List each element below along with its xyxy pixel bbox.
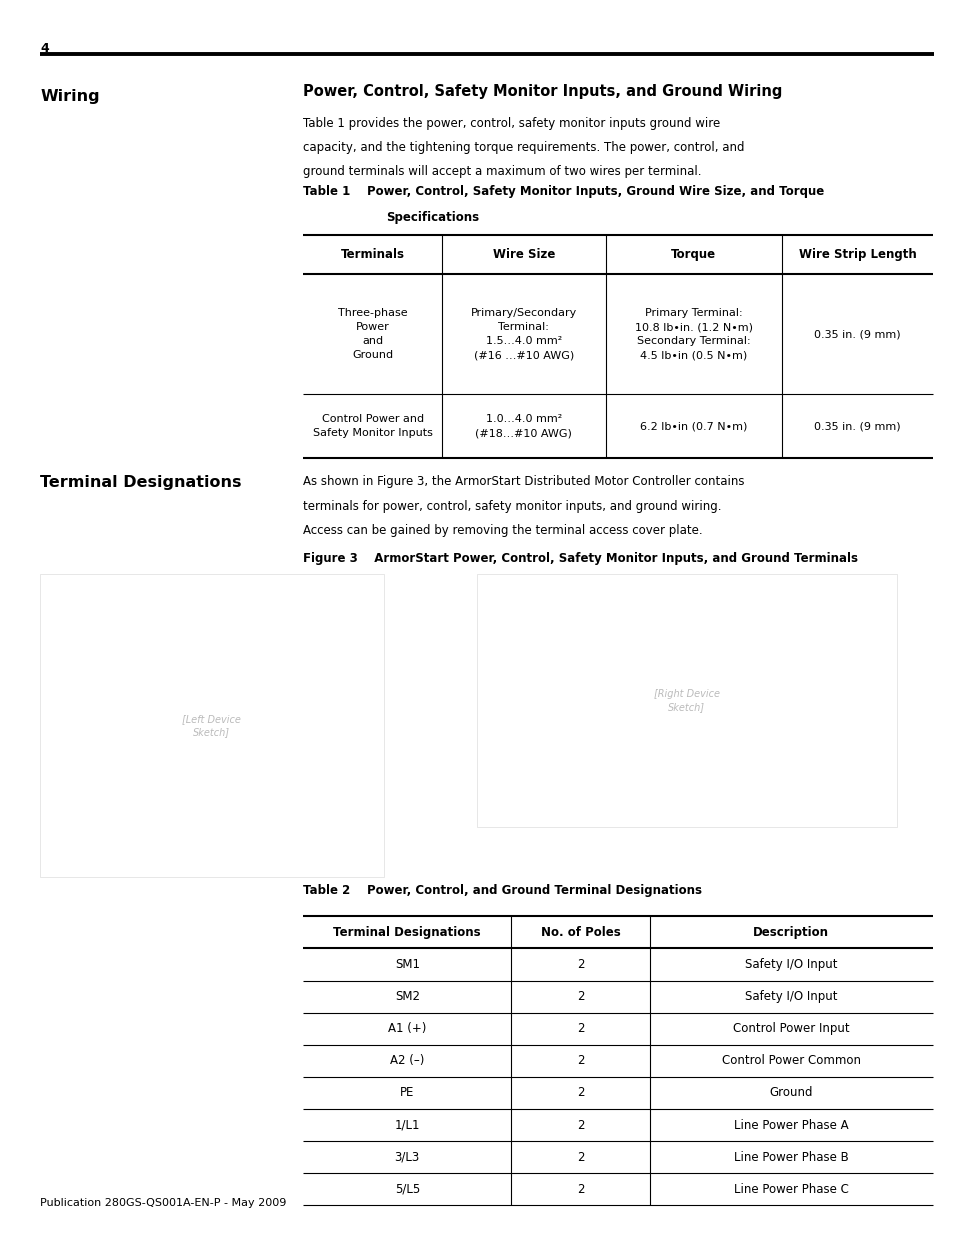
- Text: 1.0…4.0 mm²
(#18…#10 AWG): 1.0…4.0 mm² (#18…#10 AWG): [475, 414, 572, 438]
- Text: SM1: SM1: [395, 958, 419, 971]
- Text: Wire Size: Wire Size: [492, 248, 555, 261]
- Text: PE: PE: [399, 1087, 414, 1099]
- Text: 2: 2: [576, 1183, 583, 1195]
- Text: 2: 2: [576, 1023, 583, 1035]
- Text: Primary/Secondary
Terminal:
1.5…4.0 mm²
(#16 …#10 AWG): Primary/Secondary Terminal: 1.5…4.0 mm² …: [470, 308, 577, 361]
- Text: Table 2: Table 2: [303, 884, 351, 898]
- Text: Terminals: Terminals: [340, 248, 404, 261]
- Text: 0.35 in. (9 mm): 0.35 in. (9 mm): [813, 329, 900, 340]
- Text: Primary Terminal:
10.8 lb•in. (1.2 N•m)
Secondary Terminal:
4.5 lb•in (0.5 N•m): Primary Terminal: 10.8 lb•in. (1.2 N•m) …: [634, 308, 752, 361]
- Text: A2 (–): A2 (–): [390, 1055, 424, 1067]
- Text: Three-phase
Power
and
Ground: Three-phase Power and Ground: [337, 308, 407, 361]
- Text: Line Power Phase C: Line Power Phase C: [733, 1183, 848, 1195]
- Text: Terminal Designations: Terminal Designations: [40, 475, 241, 490]
- Text: No. of Poles: No. of Poles: [540, 926, 619, 939]
- Text: Power, Control, Safety Monitor Inputs, and Ground Wiring: Power, Control, Safety Monitor Inputs, a…: [303, 84, 781, 99]
- Text: A1 (+): A1 (+): [388, 1023, 426, 1035]
- Text: Power, Control, Safety Monitor Inputs, Ground Wire Size, and Torque: Power, Control, Safety Monitor Inputs, G…: [367, 185, 823, 199]
- Text: 2: 2: [576, 958, 583, 971]
- Text: 1/L1: 1/L1: [395, 1119, 419, 1131]
- Text: Control Power and
Safety Monitor Inputs: Control Power and Safety Monitor Inputs: [313, 414, 432, 438]
- Text: SM2: SM2: [395, 990, 419, 1003]
- Text: Table 1 provides the power, control, safety monitor inputs ground wire: Table 1 provides the power, control, saf…: [303, 117, 720, 131]
- Text: Wire Strip Length: Wire Strip Length: [798, 248, 916, 261]
- Text: ground terminals will accept a maximum of two wires per terminal.: ground terminals will accept a maximum o…: [303, 165, 701, 179]
- Text: Ground: Ground: [769, 1087, 812, 1099]
- Text: Table 1: Table 1: [303, 185, 351, 199]
- Text: Safety I/O Input: Safety I/O Input: [744, 990, 837, 1003]
- Text: 2: 2: [576, 1087, 583, 1099]
- Text: Publication 280GS-QS001A-EN-P - May 2009: Publication 280GS-QS001A-EN-P - May 2009: [40, 1198, 286, 1208]
- Text: Description: Description: [753, 926, 828, 939]
- Text: 6.2 lb•in (0.7 N•m): 6.2 lb•in (0.7 N•m): [639, 421, 746, 431]
- Text: Power, Control, and Ground Terminal Designations: Power, Control, and Ground Terminal Desi…: [367, 884, 701, 898]
- Text: Control Power Common: Control Power Common: [721, 1055, 860, 1067]
- Text: 2: 2: [576, 1151, 583, 1163]
- Text: 3/L3: 3/L3: [395, 1151, 419, 1163]
- Text: Terminal Designations: Terminal Designations: [334, 926, 480, 939]
- Text: Wiring: Wiring: [40, 89, 100, 104]
- Bar: [476, 574, 896, 827]
- Text: terminals for power, control, safety monitor inputs, and ground wiring.: terminals for power, control, safety mon…: [303, 500, 721, 513]
- Text: Specifications: Specifications: [386, 211, 479, 225]
- Text: [Left Device
Sketch]: [Left Device Sketch]: [182, 714, 241, 737]
- Text: Line Power Phase B: Line Power Phase B: [733, 1151, 848, 1163]
- Text: 0.35 in. (9 mm): 0.35 in. (9 mm): [813, 421, 900, 431]
- Text: capacity, and the tightening torque requirements. The power, control, and: capacity, and the tightening torque requ…: [303, 142, 744, 154]
- Text: Figure 3    ArmorStart Power, Control, Safety Monitor Inputs, and Ground Termina: Figure 3 ArmorStart Power, Control, Safe…: [303, 552, 858, 566]
- Text: 4: 4: [40, 42, 49, 56]
- Text: 2: 2: [576, 1119, 583, 1131]
- Text: As shown in Figure 3, the ArmorStart Distributed Motor Controller contains: As shown in Figure 3, the ArmorStart Dis…: [303, 475, 744, 489]
- Bar: [40, 574, 383, 877]
- Text: Torque: Torque: [671, 248, 716, 261]
- Text: 2: 2: [576, 990, 583, 1003]
- Text: Control Power Input: Control Power Input: [732, 1023, 849, 1035]
- Text: Safety I/O Input: Safety I/O Input: [744, 958, 837, 971]
- Text: 2: 2: [576, 1055, 583, 1067]
- Text: Access can be gained by removing the terminal access cover plate.: Access can be gained by removing the ter…: [303, 524, 702, 537]
- Text: [Right Device
Sketch]: [Right Device Sketch]: [653, 689, 720, 713]
- Text: Line Power Phase A: Line Power Phase A: [733, 1119, 848, 1131]
- Text: 5/L5: 5/L5: [395, 1183, 419, 1195]
